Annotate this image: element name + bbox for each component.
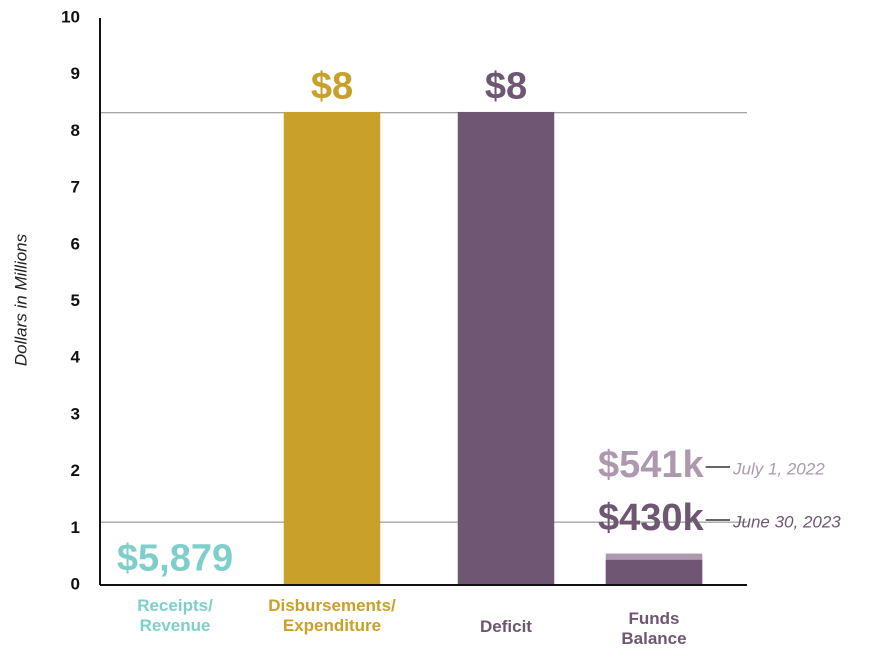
value-label: $541k (598, 444, 705, 486)
y-tick-label: 3 (71, 404, 80, 423)
y-tick-label: 1 (71, 518, 80, 537)
x-tick-line: Revenue (140, 616, 211, 635)
y-tick-label: 10 (61, 7, 80, 26)
y-tick-label: 7 (71, 178, 80, 197)
x-tick-line: Expenditure (283, 616, 381, 635)
value-label: $8 (311, 66, 353, 108)
x-tick-line: Disbursements/ (268, 596, 396, 615)
series-name: June 30, 2023 (732, 512, 841, 531)
y-tick-label: 5 (71, 291, 80, 310)
y-axis-label: Dollars in Millions (11, 233, 30, 366)
value-label: $8 (485, 66, 527, 108)
series-name: July 1, 2022 (732, 459, 825, 478)
y-tick-label: 2 (71, 461, 80, 480)
x-tick-label: Receipts/Revenue (137, 596, 213, 635)
value-label: $430k (598, 497, 705, 539)
x-tick-line: Deficit (480, 617, 532, 636)
bar (283, 111, 381, 586)
y-tick-label: 4 (71, 348, 81, 367)
bar (605, 559, 703, 586)
y-tick-label: 6 (71, 234, 80, 253)
y-tick-label: 0 (71, 574, 80, 593)
x-tick-line: Funds (629, 609, 680, 628)
value-label: $5,879 (117, 538, 233, 580)
x-tick-label: Disbursements/Expenditure (268, 596, 396, 635)
y-tick-label: 9 (71, 64, 80, 83)
y-tick-label: 8 (71, 121, 80, 140)
x-tick-line: Receipts/ (137, 596, 213, 615)
bar (457, 111, 555, 586)
x-tick-label: Deficit (480, 617, 532, 636)
x-tick-line: Balance (621, 629, 686, 648)
x-tick-label: Funds Balance (621, 609, 686, 648)
